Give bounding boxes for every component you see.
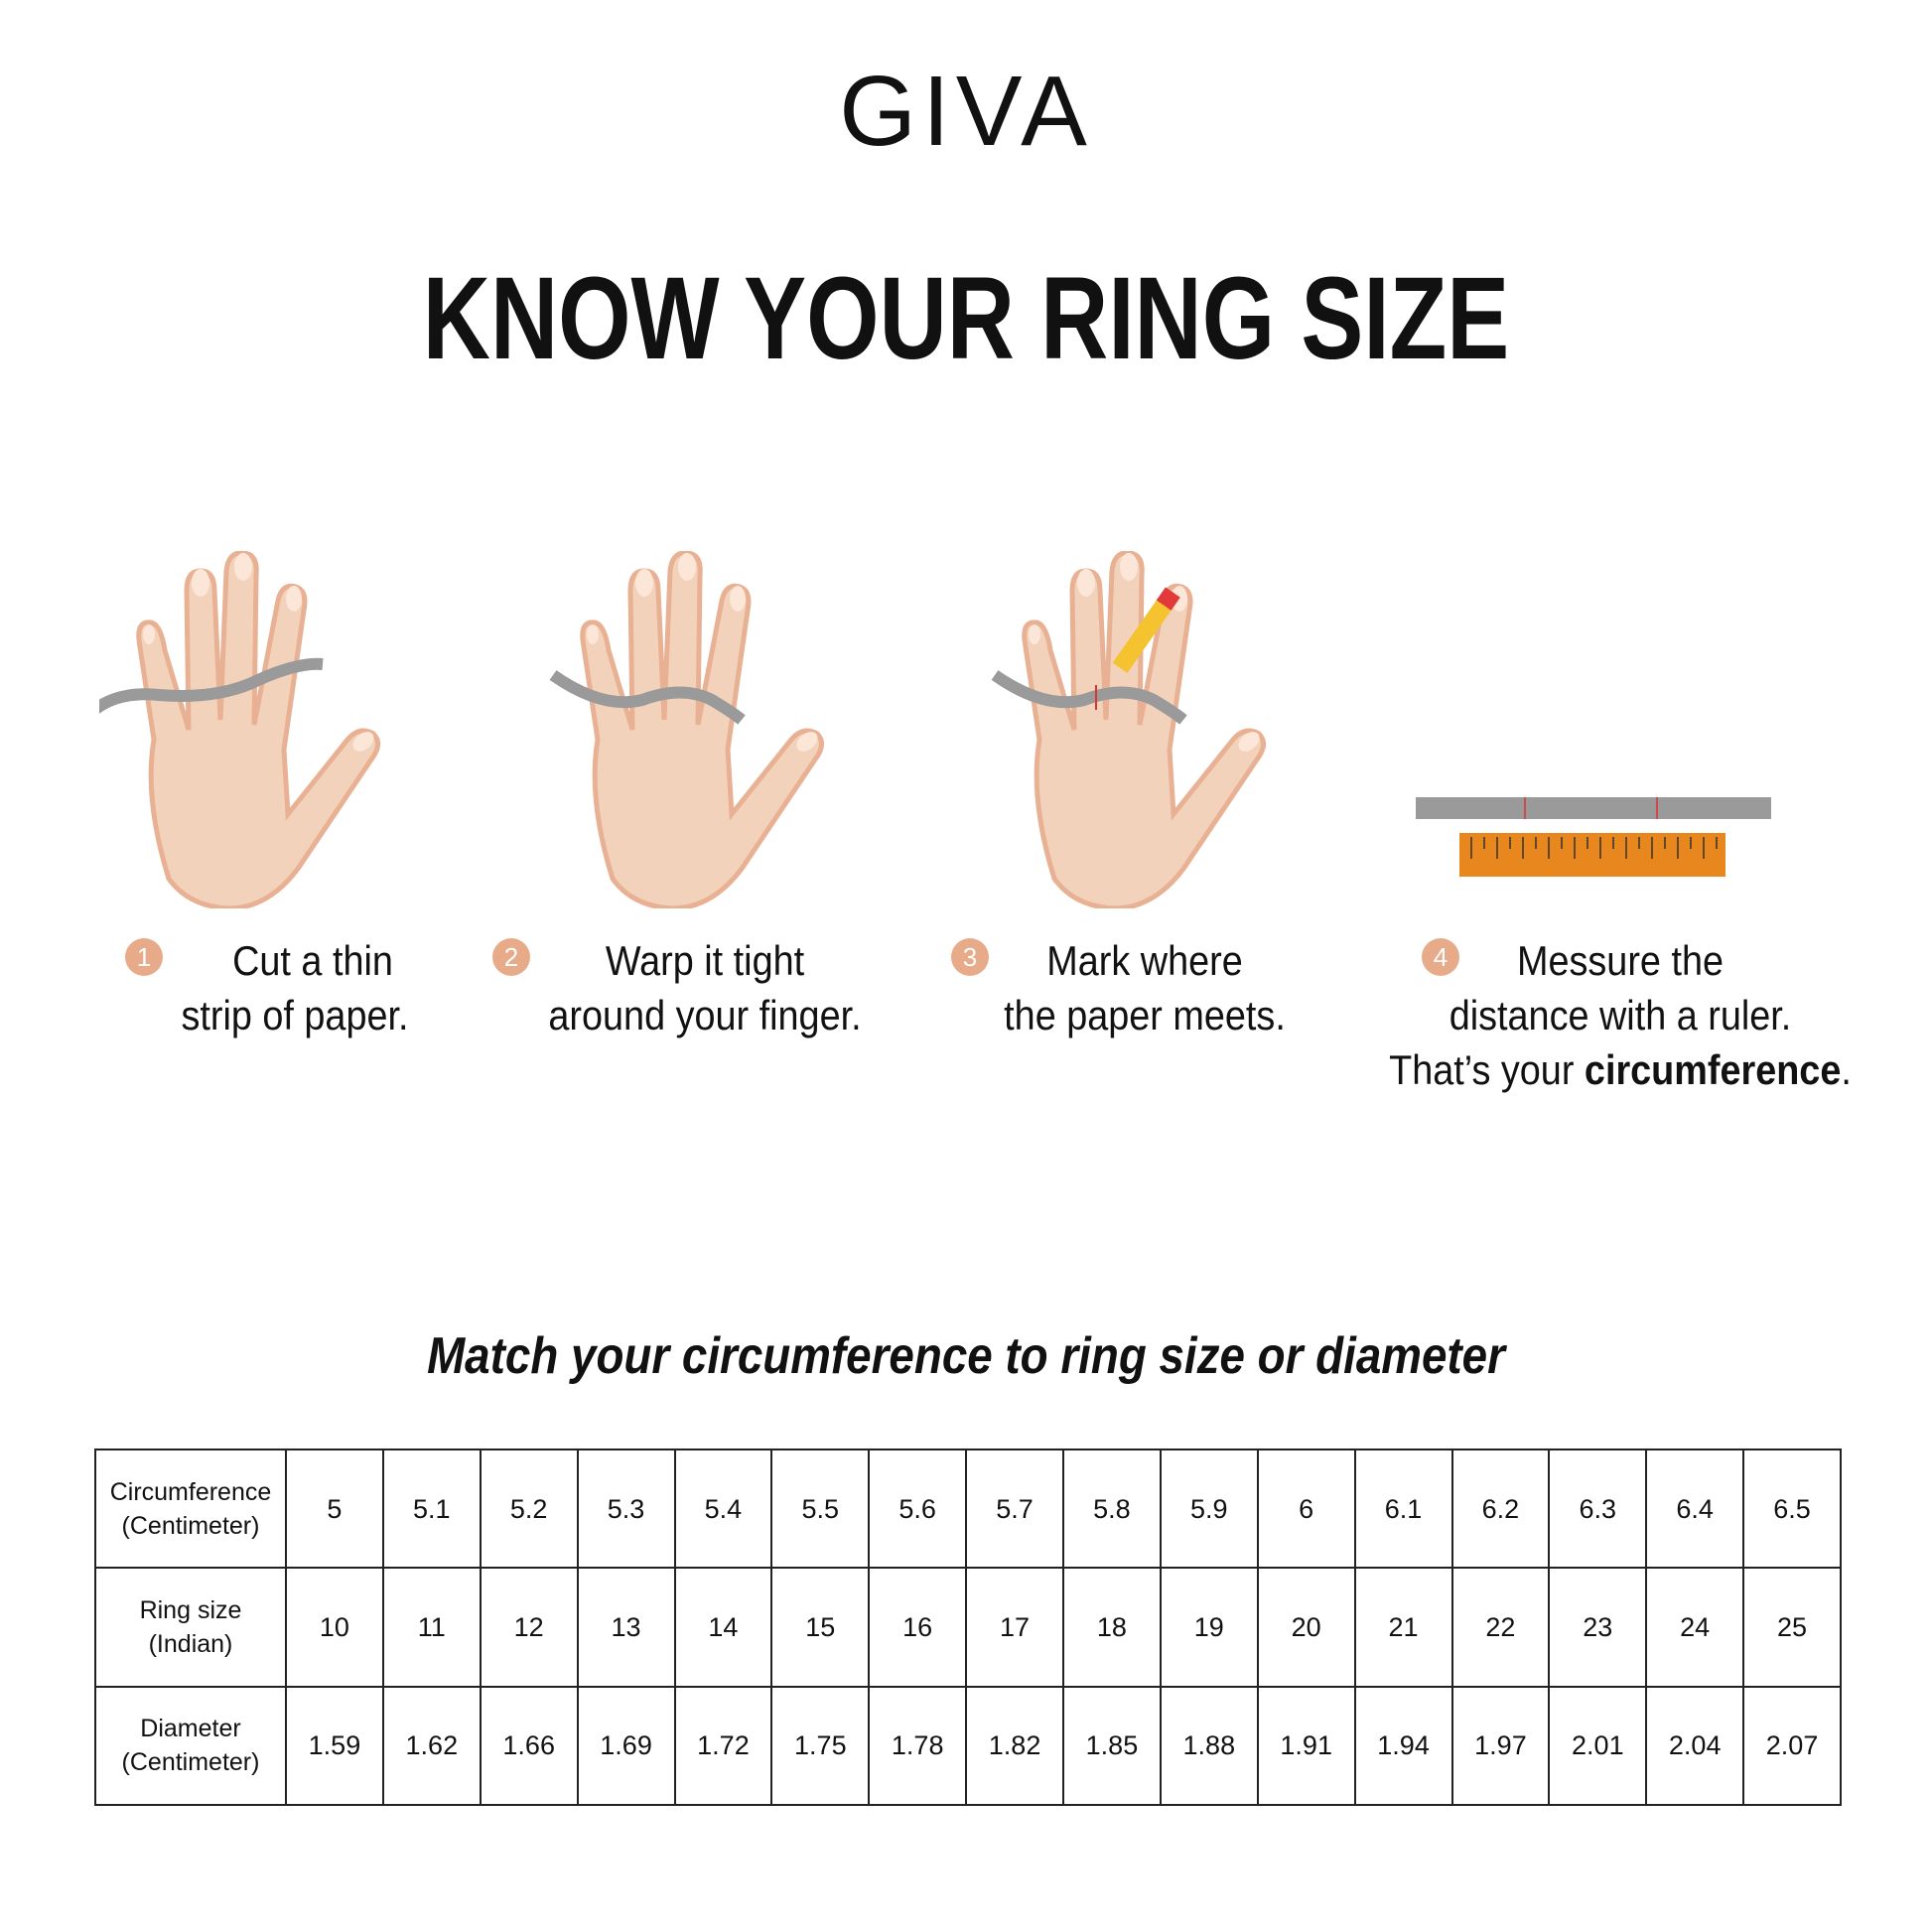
table-row: Circumference (Centimeter) 5 5.1 5.2 5.3 5.4 5.… <box>94 1448 1842 1570</box>
table-cell: 1.62 <box>381 1685 482 1807</box>
table-cell: 14 <box>673 1567 773 1688</box>
step-3-badge: 3 <box>951 938 989 976</box>
row-header-line: Ring size <box>139 1595 242 1624</box>
table-cell: 1.69 <box>576 1685 676 1807</box>
table-cell: 6.4 <box>1645 1448 1745 1570</box>
table-cell: 1.72 <box>673 1685 773 1807</box>
table-cell: 1.97 <box>1450 1685 1551 1807</box>
table-cell: 6.3 <box>1548 1448 1648 1570</box>
table-cell: 5.1 <box>381 1448 482 1570</box>
step-2-badge: 2 <box>492 938 530 976</box>
table-cell: 2.01 <box>1548 1685 1648 1807</box>
step-3-line-2: the paper meets. <box>1004 992 1286 1038</box>
table-cell: 1.88 <box>1159 1685 1259 1807</box>
row-header-line: (Centimeter) <box>121 1748 260 1777</box>
table-cell: 5.2 <box>479 1448 579 1570</box>
row-header-line: Circumference <box>109 1477 272 1506</box>
table-row: Ring size (Indian) 10 11 12 13 14 15 16 17 18 19 20 2… <box>94 1567 1842 1688</box>
step-1-line-1: Cut a thin <box>232 937 393 984</box>
page-title: KNOW YOUR RING SIZE <box>422 253 1510 384</box>
ring-size-table: Circumference (Centimeter) 5 5.1 5.2 5.3 5.4 5.… <box>94 1448 1842 1807</box>
step-1-line-2: strip of paper. <box>181 992 409 1038</box>
table-cell: 13 <box>576 1567 676 1688</box>
step-2-line-2: around your finger. <box>548 992 862 1038</box>
table-cell: 25 <box>1742 1567 1842 1688</box>
table-cell: 20 <box>1256 1567 1356 1688</box>
table-cell: 1.82 <box>965 1685 1064 1807</box>
table-cell: 5.5 <box>770 1448 871 1570</box>
table-cell: 6 <box>1256 1448 1356 1570</box>
step-4-line-2: distance with a ruler. <box>1449 992 1792 1038</box>
table-cell: 2.07 <box>1742 1685 1842 1807</box>
hand-mark-illustration <box>991 551 1266 908</box>
table-cell: 22 <box>1450 1567 1551 1688</box>
row-header-line: Diameter <box>140 1715 241 1743</box>
row-header: Diameter (Centimeter) <box>94 1685 287 1807</box>
step-4-badge: 4 <box>1422 938 1459 976</box>
hand-wrap-illustration <box>549 551 824 908</box>
row-header: Ring size (Indian) <box>94 1567 287 1688</box>
step-4-line-3-prefix: That’s your <box>1389 1046 1585 1093</box>
row-header-line: (Centimeter) <box>121 1511 260 1540</box>
table-cell: 5.4 <box>673 1448 773 1570</box>
table-cell: 1.75 <box>770 1685 871 1807</box>
table-cell: 1.91 <box>1256 1685 1356 1807</box>
table-cell: 1.94 <box>1353 1685 1453 1807</box>
table-cell: 6.1 <box>1353 1448 1453 1570</box>
table-cell: 5.8 <box>1062 1448 1162 1570</box>
table-cell: 2.04 <box>1645 1685 1745 1807</box>
step-2-line-1: Warp it tight <box>605 937 805 984</box>
step-3-text: Mark where the paper meets. <box>939 933 1350 1042</box>
table-cell: 1.85 <box>1062 1685 1162 1807</box>
table-cell: 5.7 <box>965 1448 1064 1570</box>
table-cell: 5.9 <box>1159 1448 1259 1570</box>
table-cell: 18 <box>1062 1567 1162 1688</box>
ruler-measure-illustration <box>1416 797 1771 877</box>
table-cell: 12 <box>479 1567 579 1688</box>
table-cell: 15 <box>770 1567 871 1688</box>
table-cell: 1.66 <box>479 1685 579 1807</box>
table-cell: 6.5 <box>1742 1448 1842 1570</box>
table-heading: Match your circumference to ring size or… <box>427 1327 1505 1385</box>
table-cell: 6.2 <box>1450 1448 1551 1570</box>
table-row: Diameter (Centimeter) 1.59 1.62 1.66 1.69 1.72… <box>94 1685 1842 1807</box>
table-cell: 21 <box>1353 1567 1453 1688</box>
table-cell: 10 <box>285 1567 384 1688</box>
step-4-line-3: That’s your circumference. <box>1388 1042 1853 1097</box>
step-3-line-1: Mark where <box>1046 937 1243 984</box>
step-1-text: Cut a thin strip of paper. <box>89 933 500 1042</box>
row-header: Circumference (Centimeter) <box>94 1448 287 1570</box>
table-cell: 5.3 <box>576 1448 676 1570</box>
table-cell: 23 <box>1548 1567 1648 1688</box>
pencil-icon <box>1112 587 1180 673</box>
table-cell: 17 <box>965 1567 1064 1688</box>
table-cell: 16 <box>868 1567 968 1688</box>
step-2-text: Warp it tight around your finger. <box>499 933 910 1042</box>
hand-paper-strip-illustration <box>99 551 380 908</box>
table-cell: 11 <box>381 1567 482 1688</box>
table-cell: 19 <box>1159 1567 1259 1688</box>
table-cell: 1.78 <box>868 1685 968 1807</box>
table-cell: 5.6 <box>868 1448 968 1570</box>
step-4-line-1: Messure the <box>1516 937 1724 984</box>
row-header-line: (Indian) <box>148 1629 233 1658</box>
step-4-line-3-suffix: . <box>1841 1046 1852 1093</box>
circumference-emphasis: circumference <box>1584 1046 1842 1093</box>
table-cell: 1.59 <box>285 1685 384 1807</box>
step-4-text: Messure the distance with a ruler. That’… <box>1388 933 1853 1097</box>
table-cell: 5 <box>285 1448 384 1570</box>
table-cell: 24 <box>1645 1567 1745 1688</box>
giva-logo: GIVA <box>839 56 1093 167</box>
step-1-badge: 1 <box>125 938 163 976</box>
